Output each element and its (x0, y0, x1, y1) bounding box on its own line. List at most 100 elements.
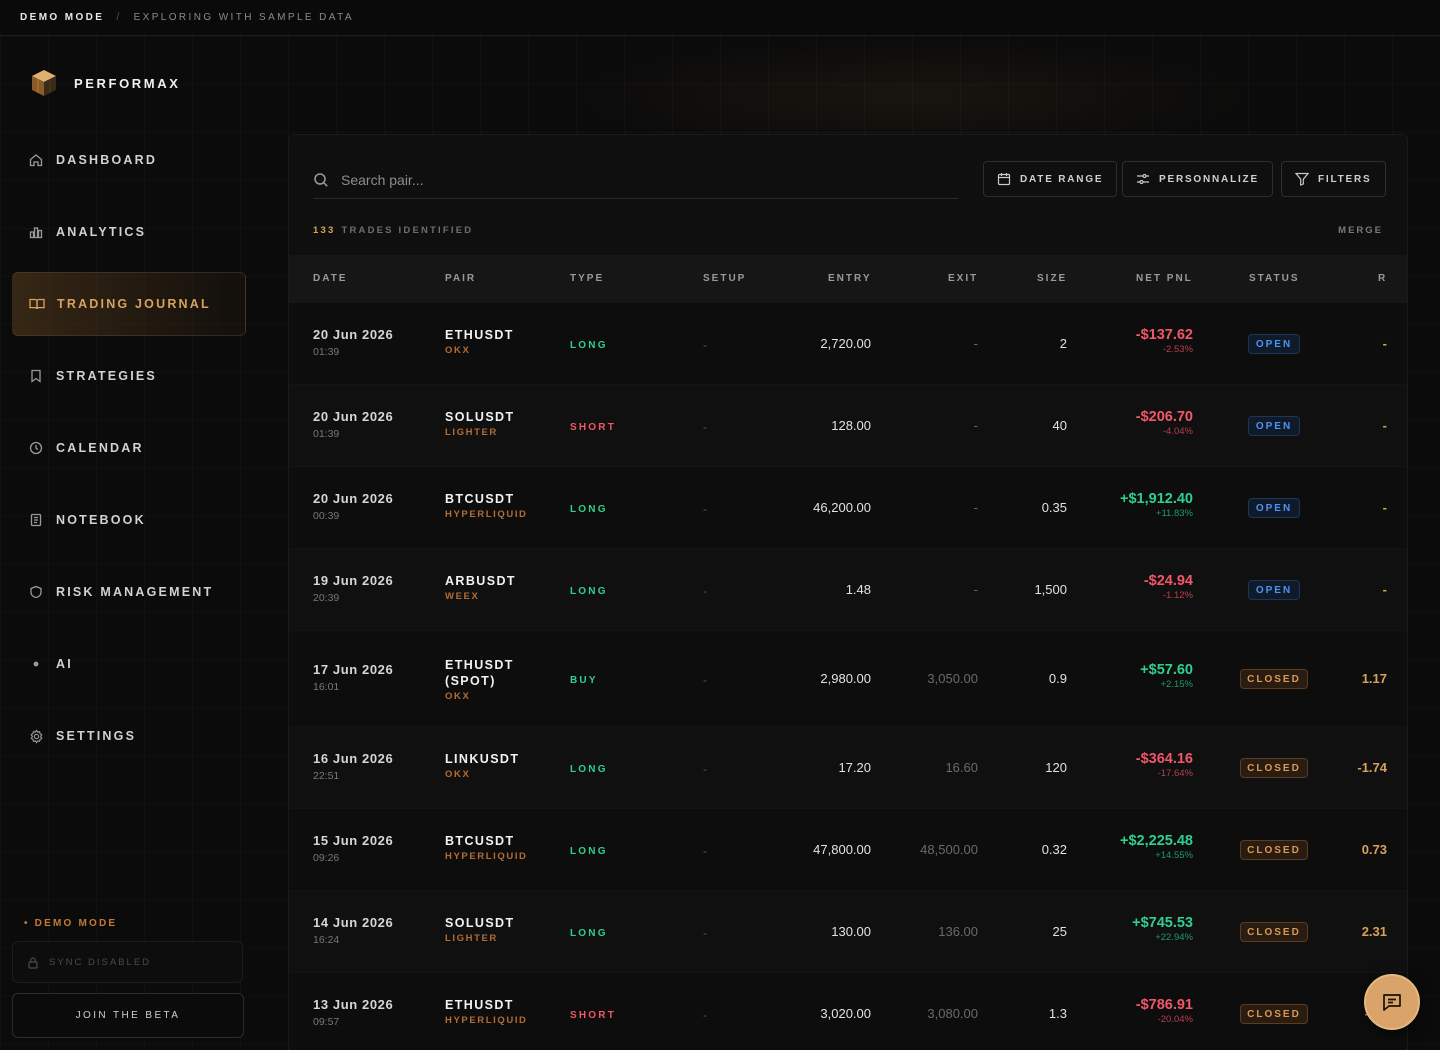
home-icon (28, 152, 44, 168)
trade-setup: - (703, 338, 707, 352)
table-row[interactable]: 15 Jun 2026 09:26 BTCUSDT HYPERLIQUID LO… (289, 809, 1407, 891)
status-badge: CLOSED (1240, 840, 1308, 860)
table-row[interactable]: 13 Jun 2026 09:57 ETHUSDT HYPERLIQUID SH… (289, 973, 1407, 1050)
merge-button[interactable]: MERGE (1338, 225, 1383, 236)
col-type[interactable]: TYPE (570, 273, 605, 284)
trade-date: 16 Jun 2026 (313, 751, 394, 766)
status-badge: OPEN (1248, 334, 1300, 354)
notebook-icon (28, 512, 44, 528)
search-bar[interactable] (313, 161, 958, 199)
date-range-label: DATE RANGE (1020, 173, 1104, 185)
trade-pnl-percent: -20.04% (1157, 1014, 1193, 1025)
status-badge: OPEN (1248, 416, 1300, 436)
pnl-cell: +$2,225.48 +14.55% (1073, 833, 1193, 861)
col-status[interactable]: STATUS (1249, 273, 1300, 284)
table-row[interactable]: 20 Jun 2026 01:39 ETHUSDT OKX LONG - 2,7… (289, 303, 1407, 385)
trade-r: 1.17 (1361, 671, 1387, 686)
pnl-cell: -$364.16 -17.64% (1073, 751, 1193, 779)
status-badge: CLOSED (1240, 1004, 1308, 1024)
search-input[interactable] (341, 171, 901, 188)
col-entry[interactable]: ENTRY (828, 273, 872, 284)
trade-entry: 47,800.00 (813, 842, 871, 857)
trade-type: LONG (570, 340, 608, 351)
personnalize-label: PERSONNALIZE (1159, 173, 1259, 185)
join-beta-button[interactable]: JOIN THE BETA (12, 993, 244, 1038)
filter-icon (1295, 172, 1309, 186)
nav-item-trading-journal[interactable]: TRADING JOURNAL (12, 272, 246, 336)
trade-count: 133 TRADES IDENTIFIED (313, 225, 473, 236)
trade-entry: 2,720.00 (820, 336, 871, 351)
trade-date: 20 Jun 2026 (313, 409, 394, 424)
trade-type: SHORT (570, 1010, 616, 1021)
trade-entry: 130.00 (831, 924, 871, 939)
nav-label: NOTEBOOK (56, 513, 146, 527)
pnl-cell: +$57.60 +2.15% (1073, 662, 1193, 690)
nav-item-settings[interactable]: SETTINGS (12, 704, 246, 768)
col-r[interactable]: R (1378, 273, 1388, 284)
trade-size: 120 (1045, 760, 1067, 775)
trade-size: 1,500 (1034, 582, 1067, 597)
nav-item-ai[interactable]: AI (12, 632, 246, 696)
trade-type: LONG (570, 764, 608, 775)
trade-setup: - (703, 762, 707, 776)
nav-item-notebook[interactable]: NOTEBOOK (12, 488, 246, 552)
trade-date: 13 Jun 2026 (313, 997, 394, 1012)
date-range-button[interactable]: DATE RANGE (983, 161, 1118, 197)
trade-net-pnl: +$745.53 (1132, 915, 1193, 931)
date-cell: 17 Jun 2026 16:01 (313, 662, 393, 693)
trade-r: 2.31 (1361, 924, 1387, 939)
trade-exit: 3,080.00 (927, 1006, 978, 1021)
chat-button[interactable] (1364, 974, 1420, 1030)
col-size[interactable]: SIZE (1037, 273, 1068, 284)
trade-exchange: OKX (445, 691, 471, 702)
table-row[interactable]: 14 Jun 2026 16:24 SOLUSDT LIGHTER LONG -… (289, 891, 1407, 973)
date-cell: 15 Jun 2026 09:26 (313, 833, 393, 864)
col-date[interactable]: DATE (313, 273, 348, 284)
trade-size: 1.3 (1048, 1006, 1067, 1021)
trade-type: LONG (570, 504, 608, 515)
trade-r: - (1382, 500, 1387, 515)
personnalize-button[interactable]: PERSONNALIZE (1122, 161, 1273, 197)
nav-item-calendar[interactable]: CALENDAR (12, 416, 246, 480)
trade-pair: SOLUSDT (445, 410, 515, 424)
brand[interactable]: PERFORMAX (30, 68, 180, 98)
status-badge: OPEN (1248, 498, 1300, 518)
nav-item-analytics[interactable]: ANALYTICS (12, 200, 246, 264)
filters-button[interactable]: FILTERS (1281, 161, 1386, 197)
table-row[interactable]: 20 Jun 2026 00:39 BTCUSDT HYPERLIQUID LO… (289, 467, 1407, 549)
trade-exit: 16.60 (945, 760, 978, 775)
nav-item-strategies[interactable]: STRATEGIES (12, 344, 246, 408)
trade-size: 2 (1059, 336, 1067, 351)
brand-name: PERFORMAX (74, 75, 181, 91)
col-setup[interactable]: SETUP (703, 273, 747, 284)
col-net-pnl[interactable]: NET PNL (1136, 273, 1193, 284)
trade-size: 0.35 (1041, 500, 1067, 515)
nav-label: AI (56, 657, 73, 671)
pnl-cell: +$745.53 +22.94% (1073, 915, 1193, 943)
table-row[interactable]: 19 Jun 2026 20:39 ARBUSDT WEEX LONG - 1.… (289, 549, 1407, 631)
trade-net-pnl: -$24.94 (1143, 573, 1193, 589)
trade-pair: ETHUSDT (445, 998, 514, 1012)
trade-time: 16:24 (313, 934, 340, 946)
date-cell: 20 Jun 2026 01:39 (313, 327, 393, 358)
table-row[interactable]: 17 Jun 2026 16:01 ETHUSDT (SPOT) OKX BUY… (289, 631, 1407, 727)
trade-net-pnl: +$1,912.40 (1120, 491, 1193, 507)
nav-item-dashboard[interactable]: DASHBOARD (12, 128, 246, 192)
col-pair[interactable]: PAIR (445, 273, 477, 284)
trade-net-pnl: -$786.91 (1135, 997, 1193, 1013)
trade-r: - (1382, 336, 1387, 351)
trade-r: - (1382, 582, 1387, 597)
lock-icon (28, 956, 38, 969)
trade-exit: 136.00 (938, 924, 978, 939)
col-exit[interactable]: EXIT (948, 273, 979, 284)
nav-item-risk-management[interactable]: RISK MANAGEMENT (12, 560, 246, 624)
trade-exit: - (973, 336, 978, 351)
pnl-cell: -$24.94 -1.12% (1073, 573, 1193, 601)
table-row[interactable]: 20 Jun 2026 01:39 SOLUSDT LIGHTER SHORT … (289, 385, 1407, 467)
date-cell: 19 Jun 2026 20:39 (313, 573, 393, 604)
trade-setup: - (703, 584, 707, 598)
status-badge: CLOSED (1240, 922, 1308, 942)
status-badge: OPEN (1248, 580, 1300, 600)
pnl-cell: -$786.91 -20.04% (1073, 997, 1193, 1025)
table-row[interactable]: 16 Jun 2026 22:51 LINKUSDT OKX LONG - 17… (289, 727, 1407, 809)
